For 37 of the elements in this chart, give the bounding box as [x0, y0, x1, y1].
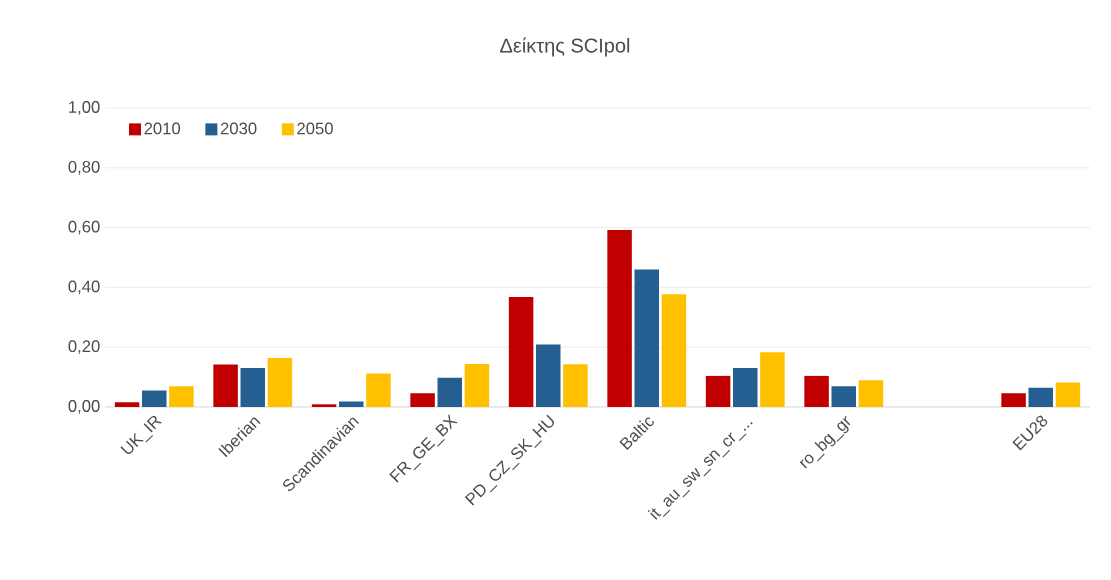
- bar: [705, 375, 731, 407]
- bar: [831, 386, 857, 407]
- chart-title: Δείκτης SCIpol: [500, 37, 630, 57]
- bar: [410, 393, 435, 407]
- bar: [240, 368, 266, 407]
- bar: [661, 294, 687, 407]
- bar: [366, 373, 391, 407]
- bar: [1055, 382, 1081, 407]
- y-tick-label: 0,40: [68, 280, 100, 295]
- bar: [267, 357, 293, 407]
- bar: [508, 296, 534, 407]
- bar: [858, 380, 884, 407]
- bar: [634, 269, 660, 407]
- legend-label: 2030: [220, 122, 257, 135]
- bar: [733, 368, 758, 407]
- y-tick-label: 1,00: [69, 101, 100, 115]
- y-tick-label: 0,00: [68, 400, 100, 414]
- bar: [464, 363, 490, 407]
- bar: [142, 390, 167, 407]
- bar: [760, 352, 785, 407]
- bar: [437, 377, 463, 407]
- bar: [607, 229, 632, 407]
- legend-label: 2010: [144, 122, 181, 135]
- y-tick-label: 0,60: [68, 220, 100, 235]
- bar: [339, 401, 364, 407]
- bar: [563, 364, 588, 407]
- bar: [1028, 387, 1054, 407]
- bar: [213, 364, 238, 407]
- legend-label: 2050: [297, 122, 333, 135]
- y-tick-label: 0,20: [68, 340, 100, 355]
- bar: [114, 402, 140, 407]
- bar: [311, 404, 337, 407]
- bar: [536, 344, 561, 407]
- bar: [804, 375, 829, 407]
- y-tick-label: 0,80: [68, 160, 100, 175]
- bar: [1001, 393, 1026, 407]
- bar: [169, 386, 194, 407]
